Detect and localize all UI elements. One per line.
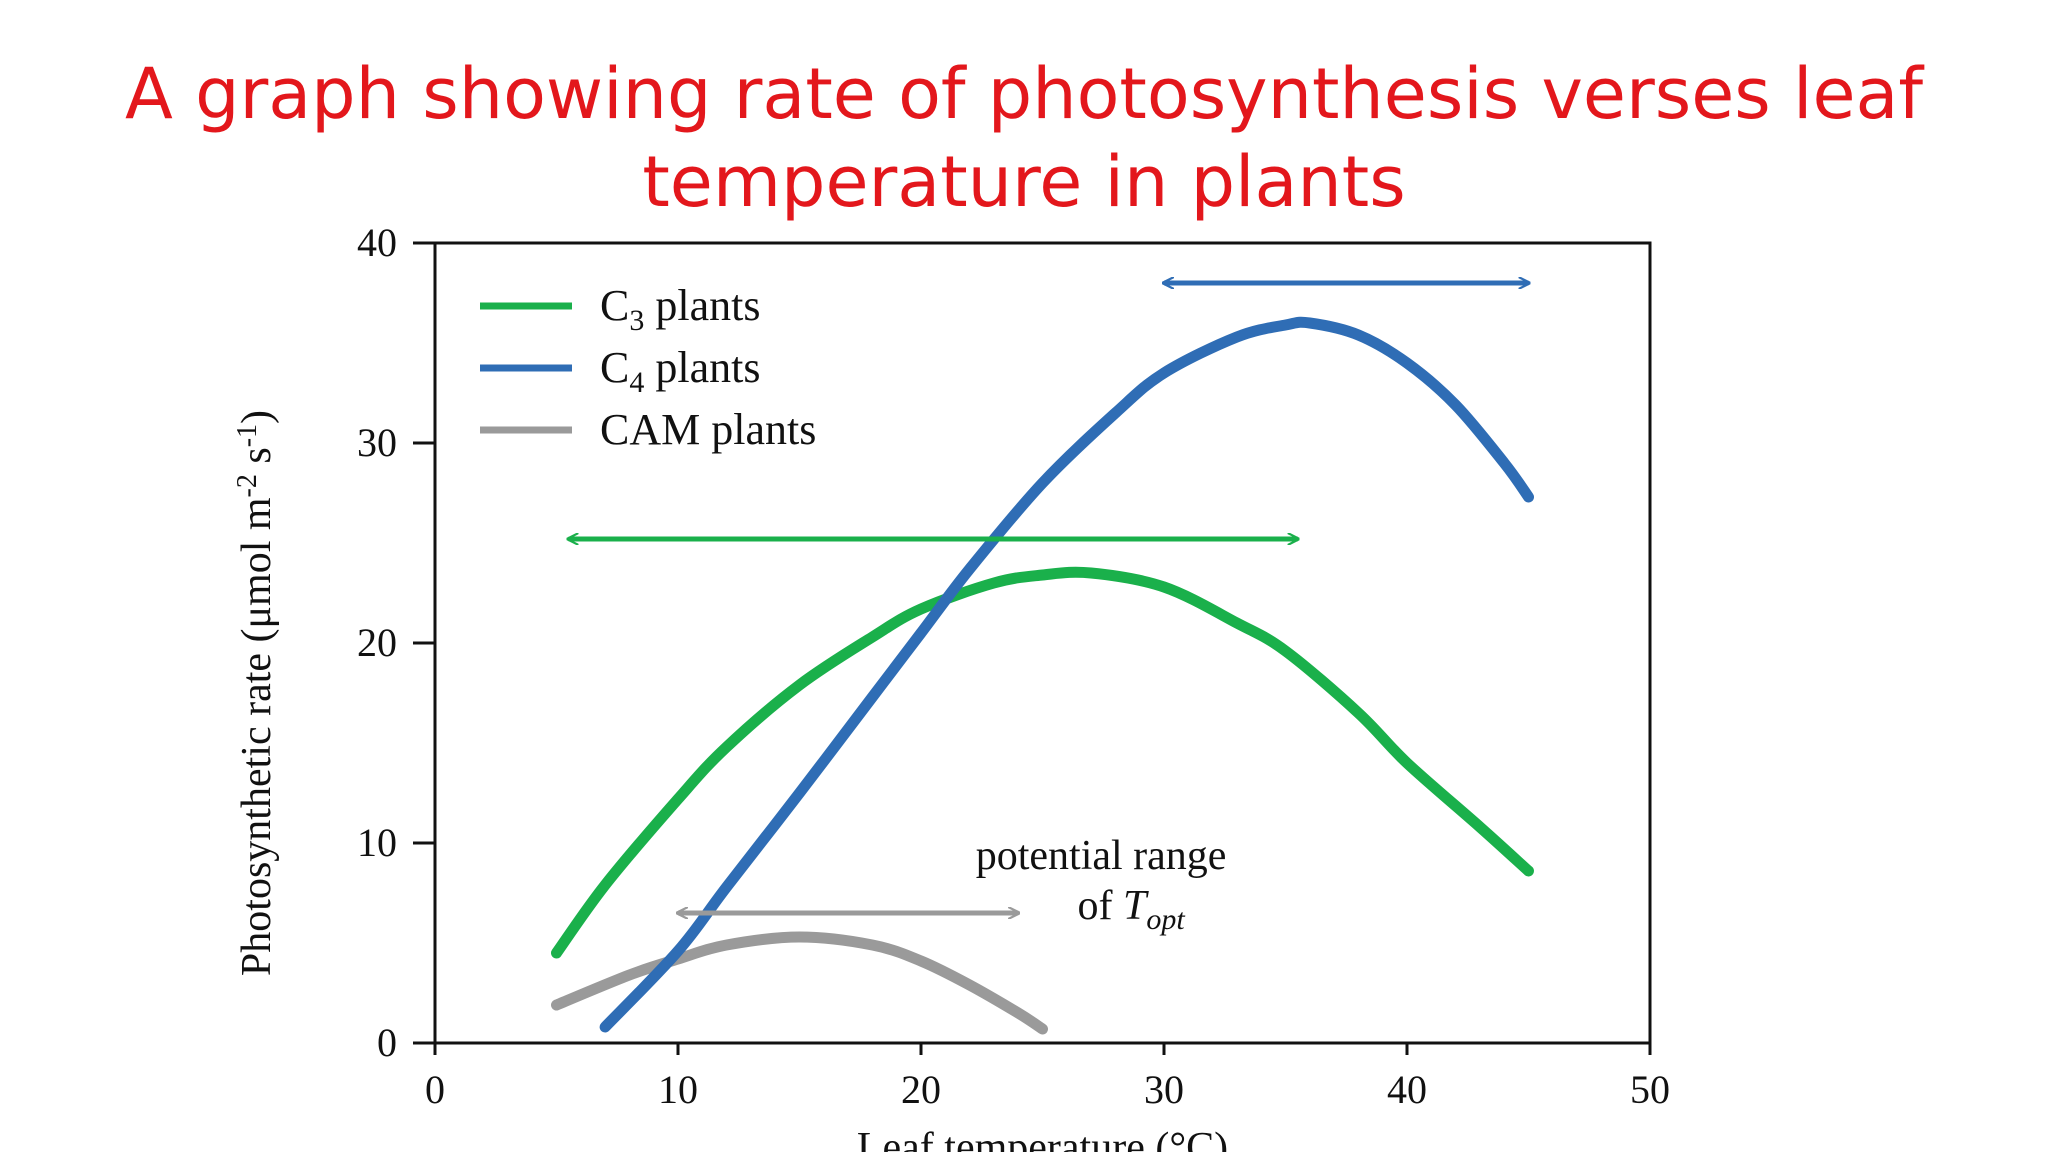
- legend-label-subscript: 4: [629, 366, 644, 399]
- legend-label-base: CAM plants: [600, 405, 816, 454]
- x-tick-label: 20: [901, 1067, 941, 1112]
- y-axis-title-sup1: -2: [232, 474, 263, 497]
- range-arrows: [569, 283, 1529, 913]
- annotation-potential-range: potential range: [976, 833, 1227, 879]
- legend-label: C3 plants: [600, 281, 760, 337]
- x-tick-label: 40: [1387, 1067, 1427, 1112]
- y-axis-title-base: Photosynthetic rate (μmol m: [234, 497, 280, 976]
- annotation-topt: of Topt: [1077, 883, 1185, 936]
- slide-title: A graph showing rate of photosynthesis v…: [0, 50, 2048, 226]
- annotation-topt-subscript: opt: [1146, 903, 1185, 936]
- y-axis-title-sup2: -1: [232, 424, 263, 447]
- legend-item-cam-plants: CAM plants: [480, 405, 816, 454]
- x-tick-label: 30: [1144, 1067, 1184, 1112]
- y-axis-title: Photosynthetic rate (μmol m-2 s-1): [232, 410, 280, 976]
- x-axis: 0 10 20 30 40 50: [425, 1043, 1670, 1112]
- legend-item-c4-plants: C4 plants: [480, 343, 760, 399]
- series-line-c3-plants: [551, 566, 1534, 959]
- legend-label: CAM plants: [600, 405, 816, 454]
- x-axis-title: Leaf temperature (°C): [857, 1125, 1228, 1152]
- series-line-c4-plants: [599, 316, 1534, 1033]
- legend-label: C4 plants: [600, 343, 760, 399]
- slide-title-line-2: temperature in plants: [642, 141, 1406, 223]
- series-layer: [551, 316, 1534, 1035]
- annotation-topt-prefix: of: [1077, 883, 1123, 929]
- y-tick-label: 0: [377, 1020, 397, 1065]
- x-tick-label: 0: [425, 1067, 445, 1112]
- y-axis: 0 10 20 30 40: [357, 220, 435, 1065]
- legend-label-base: C: [600, 281, 629, 330]
- y-axis-title-mid: s: [234, 447, 280, 474]
- series-line-cam-plants: [551, 931, 1048, 1035]
- legend-label-subscript: 3: [629, 304, 644, 337]
- y-tick-label: 30: [357, 420, 397, 465]
- y-tick-label: 40: [357, 220, 397, 265]
- legend-label-rest: plants: [644, 281, 760, 330]
- y-tick-label: 10: [357, 820, 397, 865]
- legend-item-c3-plants: C3 plants: [480, 281, 760, 337]
- annotation-topt-symbol: T: [1123, 883, 1149, 929]
- legend-label-rest: plants: [644, 343, 760, 392]
- legend-label-base: C: [600, 343, 629, 392]
- x-tick-label: 10: [658, 1067, 698, 1112]
- y-tick-label: 20: [357, 620, 397, 665]
- slide-title-line-1: A graph showing rate of photosynthesis v…: [124, 53, 1924, 135]
- x-tick-label: 50: [1630, 1067, 1670, 1112]
- y-axis-title-end: ): [234, 410, 280, 424]
